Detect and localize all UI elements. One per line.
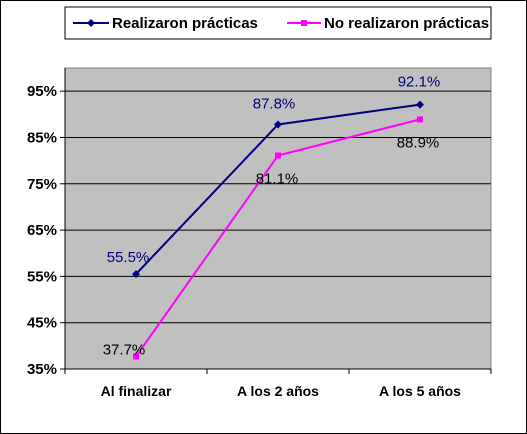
y-tick-label: 65% <box>27 222 57 239</box>
data-point-diamond <box>87 19 95 27</box>
data-label: 55.5% <box>107 249 150 266</box>
data-point-square <box>133 353 139 360</box>
series-layer <box>132 100 424 360</box>
y-tick-label: 35% <box>27 361 57 378</box>
gridlines <box>65 90 491 324</box>
data-label: 88.9% <box>397 134 440 151</box>
data-point-diamond <box>132 270 140 279</box>
data-label: 81.1% <box>256 171 299 188</box>
y-tick-label: 95% <box>27 83 57 100</box>
y-axis: 35% 45% 55% 65% 75% 85% 95% <box>27 68 66 378</box>
y-tick-label: 55% <box>27 268 57 285</box>
data-labels: 55.5% 87.8% 92.1% 37.7% 81.1% 88.9% <box>103 74 441 359</box>
legend-label: Realizaron prácticas <box>112 15 258 32</box>
plot-area <box>64 67 492 370</box>
data-label: 92.1% <box>398 74 441 91</box>
y-tick-label: 45% <box>27 315 57 332</box>
y-tick-label: 85% <box>27 129 57 146</box>
data-label: 87.8% <box>253 95 296 112</box>
legend-box <box>64 6 492 40</box>
x-tick-label: A los 5 años <box>379 383 461 399</box>
legend-label: No realizaron prácticas <box>324 15 489 32</box>
y-tick-label: 75% <box>27 176 57 193</box>
data-point-diamond <box>274 120 282 129</box>
x-axis: Al finalizar A los 2 años A los 5 años <box>64 368 492 399</box>
data-point-square <box>275 152 281 159</box>
x-tick-label: A los 2 años <box>237 383 319 399</box>
data-point-square <box>417 116 423 123</box>
x-tick-label: Al finalizar <box>101 383 172 399</box>
data-point-diamond <box>416 100 424 109</box>
data-label: 37.7% <box>103 341 146 358</box>
data-point-square <box>301 20 307 26</box>
legend: Realizaron prácticas No realizaron prácti… <box>64 6 492 40</box>
